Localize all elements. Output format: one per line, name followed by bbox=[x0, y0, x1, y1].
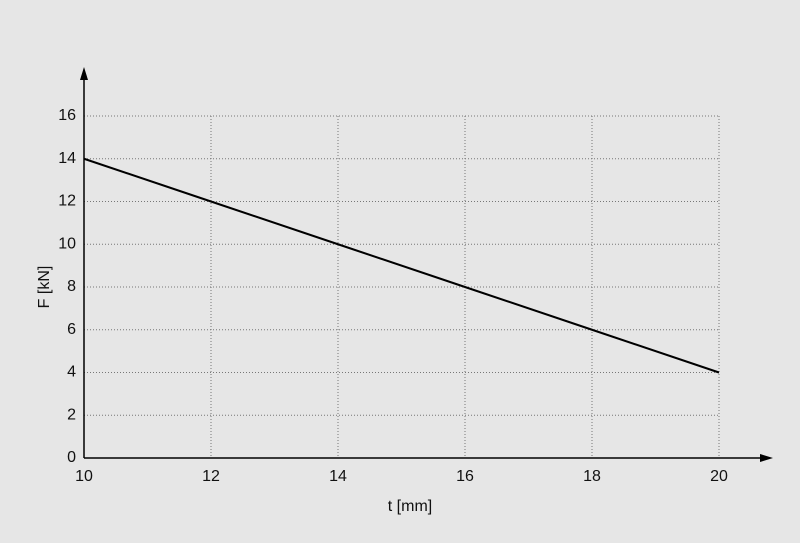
y-tick-label: 0 bbox=[67, 449, 76, 466]
x-tick-label: 12 bbox=[202, 468, 220, 485]
x-tick-label: 16 bbox=[456, 468, 474, 485]
x-tick-label: 10 bbox=[75, 468, 93, 485]
y-tick-label: 4 bbox=[67, 364, 76, 381]
x-tick-label: 20 bbox=[710, 468, 728, 485]
x-tick-label: 18 bbox=[583, 468, 601, 485]
y-axis-arrow bbox=[80, 67, 88, 80]
y-tick-label: 10 bbox=[58, 235, 76, 252]
y-tick-label: 8 bbox=[67, 278, 76, 295]
y-axis-label: F [kN] bbox=[36, 266, 53, 309]
y-tick-label: 6 bbox=[67, 321, 76, 338]
y-tick-label: 16 bbox=[58, 107, 76, 124]
y-tick-label: 12 bbox=[58, 193, 76, 210]
x-axis-label: t [mm] bbox=[388, 498, 432, 515]
data-line bbox=[83, 157, 720, 374]
x-tick-label: 14 bbox=[329, 468, 347, 485]
y-tick-label: 2 bbox=[67, 406, 76, 423]
y-tick-label: 14 bbox=[58, 150, 76, 167]
x-axis-arrow bbox=[760, 454, 773, 462]
